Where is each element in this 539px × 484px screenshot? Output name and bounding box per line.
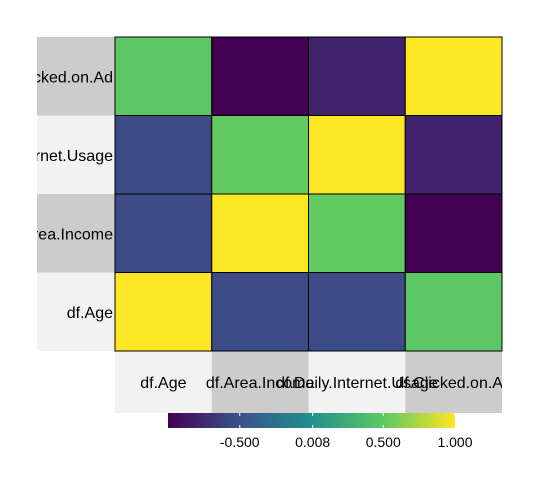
heatmap-cell [211,193,309,273]
heatmap-cell [211,115,309,195]
y-tick-label: df.Clicked.on.Ad [0,69,113,86]
legend-tick-label: 0.008 [295,434,330,450]
heatmap-cell [114,36,213,116]
heatmap-cell [404,115,503,195]
y-tick-label: df.Age [67,305,113,322]
color-legend: -0.500 0.008 0.500 1.000 [168,413,473,450]
color-legend-bar [168,413,455,428]
x-tick-label: df.Daily.Internet.Usage [276,375,438,392]
heatmap-cell [211,36,309,116]
y-label-band [37,115,115,194]
x-label-band [211,351,309,413]
heatmap-cell [308,115,406,195]
legend-tick-label: 1.000 [437,434,472,450]
x-tick-label: df.Age [140,375,186,392]
x-axis-labels: df.Age df.Area.Incomedf.Daily.Internet.Us… [115,351,512,413]
y-label-band [37,37,115,116]
x-tick-label: df.Clicked.on.Ad [395,375,512,392]
x-label-band [115,351,212,413]
heatmap-cell [211,272,309,352]
heatmap-cell [114,272,213,352]
heatmap-cell [308,36,406,116]
heatmap-cell [404,36,503,116]
heatmap-cell [404,193,503,273]
legend-tick-label: 0.500 [366,434,401,450]
y-label-band [37,272,115,351]
heatmap-cell [308,272,406,352]
x-tick-label: df.Area.Income [206,375,315,392]
heatmap-cells [114,36,503,352]
y-axis-labels: df.Clicked.on.Ad df.Daily.Internet.Usage d… [0,37,115,351]
y-tick-label: df.Area.Income [5,226,114,243]
heatmap-cell [114,115,213,195]
legend-tick-label: -0.500 [220,434,260,450]
x-label-band [405,351,502,413]
heatmap-cell [404,272,503,352]
x-label-band [308,351,406,413]
y-label-band [37,194,115,273]
heatmap-cell [308,193,406,273]
y-tick-label: df.Daily.Internet.Usage [0,148,113,165]
heatmap-cell [114,193,213,273]
